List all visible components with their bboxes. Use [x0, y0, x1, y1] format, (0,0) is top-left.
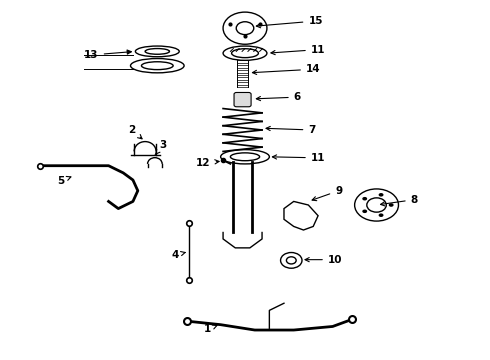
Circle shape	[379, 193, 384, 197]
Text: 13: 13	[84, 50, 131, 60]
Text: 1: 1	[203, 324, 217, 334]
Circle shape	[389, 203, 393, 207]
Circle shape	[362, 197, 367, 201]
Text: 8: 8	[381, 195, 418, 206]
Text: 5: 5	[57, 176, 71, 186]
Text: 11: 11	[272, 153, 325, 163]
Text: 10: 10	[305, 255, 343, 265]
Circle shape	[379, 213, 384, 217]
Text: 15: 15	[256, 16, 323, 28]
Text: 11: 11	[271, 45, 325, 55]
Text: 4: 4	[172, 250, 185, 260]
Text: 14: 14	[252, 64, 320, 75]
Circle shape	[362, 210, 367, 213]
Text: 2: 2	[128, 125, 142, 139]
FancyBboxPatch shape	[234, 93, 251, 107]
Text: 9: 9	[312, 186, 342, 201]
Text: 12: 12	[196, 158, 219, 168]
Text: 7: 7	[266, 125, 316, 135]
Text: 3: 3	[155, 140, 167, 155]
Text: 6: 6	[256, 92, 301, 102]
